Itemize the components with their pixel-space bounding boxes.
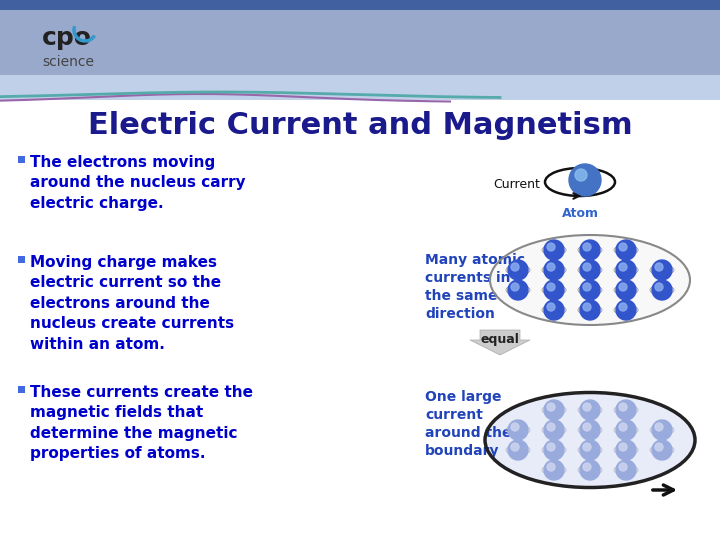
Circle shape bbox=[619, 303, 627, 311]
Circle shape bbox=[583, 443, 591, 451]
Circle shape bbox=[547, 463, 555, 471]
Circle shape bbox=[619, 243, 627, 251]
Text: equal: equal bbox=[480, 334, 519, 347]
Circle shape bbox=[508, 420, 528, 440]
Circle shape bbox=[544, 440, 564, 460]
Circle shape bbox=[619, 263, 627, 271]
Text: The electrons moving
around the nucleus carry
electric charge.: The electrons moving around the nucleus … bbox=[30, 155, 246, 211]
Text: These currents create the
magnetic fields that
determine the magnetic
properties: These currents create the magnetic field… bbox=[30, 385, 253, 461]
Circle shape bbox=[580, 440, 600, 460]
Circle shape bbox=[508, 280, 528, 300]
Circle shape bbox=[616, 420, 636, 440]
Text: One large
current
around the
boundary: One large current around the boundary bbox=[425, 390, 511, 457]
Circle shape bbox=[569, 164, 601, 196]
Circle shape bbox=[583, 403, 591, 411]
Circle shape bbox=[655, 263, 663, 271]
Circle shape bbox=[616, 460, 636, 480]
Circle shape bbox=[655, 423, 663, 431]
Circle shape bbox=[652, 420, 672, 440]
Circle shape bbox=[616, 280, 636, 300]
Bar bbox=[0, 0, 720, 75]
Circle shape bbox=[547, 243, 555, 251]
Circle shape bbox=[619, 423, 627, 431]
Circle shape bbox=[616, 240, 636, 260]
Circle shape bbox=[583, 463, 591, 471]
Circle shape bbox=[583, 423, 591, 431]
Circle shape bbox=[616, 400, 636, 420]
Circle shape bbox=[544, 260, 564, 280]
Bar bbox=[18, 156, 25, 163]
Circle shape bbox=[616, 260, 636, 280]
Circle shape bbox=[583, 303, 591, 311]
Ellipse shape bbox=[490, 235, 690, 325]
Circle shape bbox=[619, 403, 627, 411]
Circle shape bbox=[544, 300, 564, 320]
Circle shape bbox=[508, 440, 528, 460]
Text: Electric Current and Magnetism: Electric Current and Magnetism bbox=[88, 111, 632, 139]
Text: Current: Current bbox=[493, 178, 540, 191]
Circle shape bbox=[575, 169, 587, 181]
Circle shape bbox=[580, 260, 600, 280]
Circle shape bbox=[616, 440, 636, 460]
Circle shape bbox=[652, 280, 672, 300]
Text: science: science bbox=[42, 55, 94, 69]
Ellipse shape bbox=[485, 393, 695, 488]
Circle shape bbox=[547, 303, 555, 311]
Circle shape bbox=[616, 300, 636, 320]
Circle shape bbox=[619, 283, 627, 291]
Circle shape bbox=[508, 260, 528, 280]
Text: cpo: cpo bbox=[42, 26, 92, 50]
Circle shape bbox=[580, 280, 600, 300]
Circle shape bbox=[583, 243, 591, 251]
Bar bbox=[0, 100, 720, 540]
Bar bbox=[18, 386, 25, 393]
Bar bbox=[0, 0, 720, 100]
Circle shape bbox=[511, 283, 519, 291]
Circle shape bbox=[511, 263, 519, 271]
Circle shape bbox=[655, 443, 663, 451]
Circle shape bbox=[619, 463, 627, 471]
Circle shape bbox=[580, 460, 600, 480]
Circle shape bbox=[544, 280, 564, 300]
Circle shape bbox=[619, 443, 627, 451]
Circle shape bbox=[580, 300, 600, 320]
Circle shape bbox=[580, 240, 600, 260]
Circle shape bbox=[547, 423, 555, 431]
FancyArrow shape bbox=[470, 330, 530, 355]
Text: Moving charge makes
electric current so the
electrons around the
nucleus create : Moving charge makes electric current so … bbox=[30, 255, 234, 352]
Circle shape bbox=[547, 283, 555, 291]
Circle shape bbox=[655, 283, 663, 291]
Circle shape bbox=[583, 283, 591, 291]
Circle shape bbox=[580, 400, 600, 420]
Text: Atom: Atom bbox=[562, 207, 598, 220]
Circle shape bbox=[544, 420, 564, 440]
Circle shape bbox=[544, 240, 564, 260]
Circle shape bbox=[511, 443, 519, 451]
Circle shape bbox=[511, 423, 519, 431]
Circle shape bbox=[652, 260, 672, 280]
Circle shape bbox=[547, 443, 555, 451]
Bar bbox=[18, 256, 25, 263]
Circle shape bbox=[544, 400, 564, 420]
Circle shape bbox=[544, 460, 564, 480]
Circle shape bbox=[547, 263, 555, 271]
Text: Many atomic
currents in
the same
direction: Many atomic currents in the same directi… bbox=[425, 253, 525, 321]
Circle shape bbox=[583, 263, 591, 271]
Bar bbox=[0, 0, 720, 10]
Circle shape bbox=[652, 440, 672, 460]
Circle shape bbox=[547, 403, 555, 411]
Circle shape bbox=[580, 420, 600, 440]
